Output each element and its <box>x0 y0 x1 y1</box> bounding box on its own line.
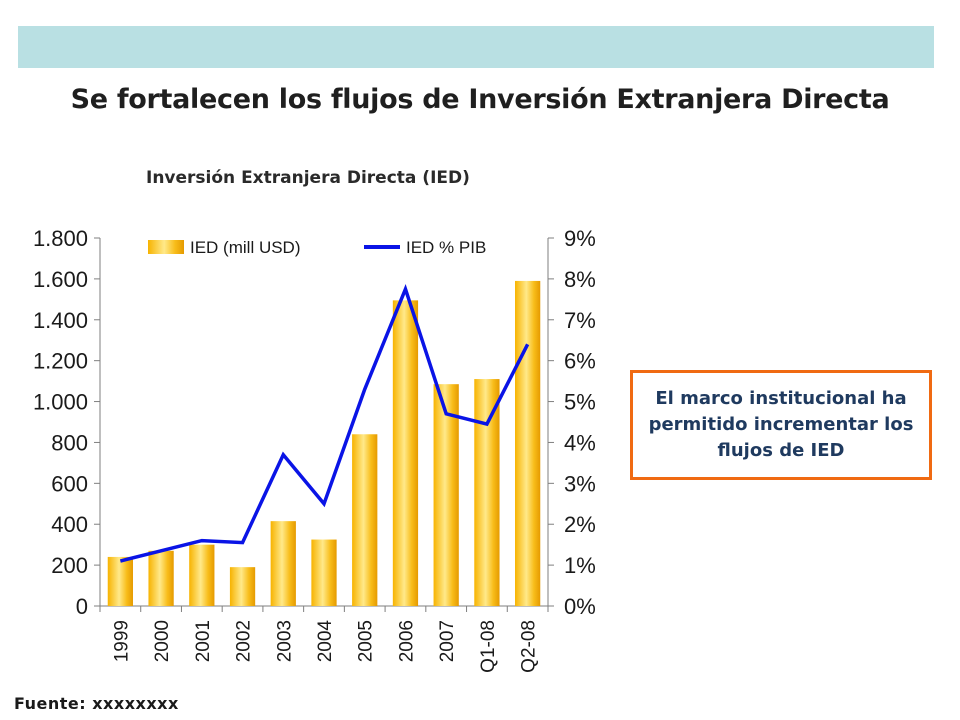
x-tick-label: 2002 <box>234 620 255 662</box>
x-tick-label: Q1-08 <box>478 620 499 673</box>
y-tick-label: 200 <box>51 553 88 578</box>
y2-tick-label: 8% <box>564 267 596 292</box>
y2-tick-label: 1% <box>564 553 596 578</box>
bar <box>392 300 419 606</box>
bar <box>515 280 541 606</box>
y-tick-label: 1.800 <box>33 226 88 251</box>
ied-chart: 0 200 400 600 800 1.000 1.200 1.400 1.600 1.800 0%… <box>33 226 596 673</box>
bar <box>270 521 296 606</box>
y2-tick-label: 2% <box>564 512 596 537</box>
bar <box>229 567 256 606</box>
x-tick-label: 1999 <box>111 620 132 662</box>
y2-tick-label: 6% <box>564 349 596 374</box>
bar <box>352 434 378 606</box>
x-tick-label: 2000 <box>152 620 173 662</box>
bar <box>148 550 174 606</box>
legend-label: IED % PIB <box>406 238 486 257</box>
y-tick-label: 600 <box>51 471 88 496</box>
y-tick-label: 0 <box>76 594 88 619</box>
x-tick-label: 2001 <box>193 620 214 662</box>
y2-tick-label: 5% <box>564 390 596 415</box>
y-tick-label: 1.000 <box>33 390 88 415</box>
y2-tick-label: 3% <box>564 471 596 496</box>
y2-tick-label: 4% <box>564 430 596 455</box>
bar <box>107 556 133 606</box>
y-tick-label: 1.600 <box>33 267 88 292</box>
y-tick-label: 1.200 <box>33 349 88 374</box>
legend-swatch-bar <box>148 240 184 254</box>
x-tick-label: Q2-08 <box>519 620 540 673</box>
callout-box: El marco institucional ha permitido incr… <box>630 370 932 480</box>
bar <box>189 544 215 606</box>
legend-label: IED (mill USD) <box>190 238 301 257</box>
source-note: Fuente: xxxxxxxx <box>14 694 179 713</box>
y-tick-label: 800 <box>51 430 88 455</box>
y2-tick-label: 7% <box>564 308 596 333</box>
chart-title: Inversión Extranjera Directa (IED) <box>146 168 470 188</box>
series-line <box>119 284 530 563</box>
y2-tick-label: 0% <box>564 594 596 619</box>
bar <box>433 384 459 606</box>
x-tick-label: 2005 <box>356 620 377 662</box>
top-banner <box>18 26 934 68</box>
y-tick-label: 400 <box>51 512 88 537</box>
bar <box>311 539 337 606</box>
y-tick-label: 1.400 <box>33 308 88 333</box>
y2-tick-label: 9% <box>564 226 596 251</box>
callout-text: El marco institucional ha permitido incr… <box>648 388 914 461</box>
x-tick-label: 2006 <box>396 620 417 662</box>
bar <box>474 379 500 606</box>
x-tick-label: 2003 <box>274 620 295 662</box>
x-tick-label: 2007 <box>437 620 458 662</box>
x-tick-label: 2004 <box>315 620 336 663</box>
slide-title: Se fortalecen los flujos de Inversión Ex… <box>70 84 890 115</box>
